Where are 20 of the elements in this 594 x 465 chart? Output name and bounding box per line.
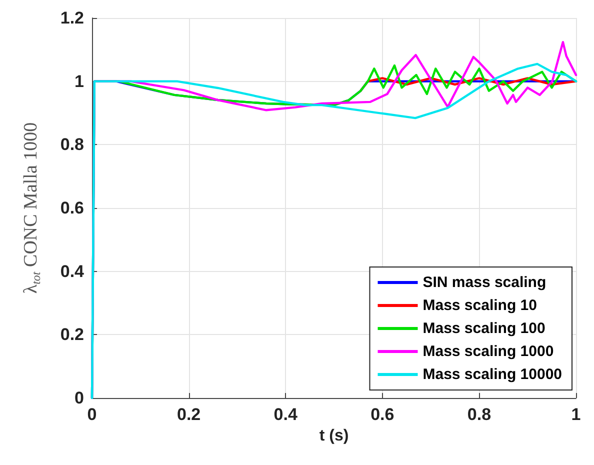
legend-label: Mass scaling 100	[422, 320, 546, 337]
x-tick-label: 0.2	[176, 405, 201, 424]
legend-label: Mass scaling 10	[422, 297, 537, 314]
y-tick-label: 0	[74, 388, 84, 408]
y-tick-label: 0.6	[60, 198, 84, 218]
legend-label: Mass scaling 1000	[422, 343, 554, 360]
x-axis-title: t (s)	[319, 428, 349, 444]
y-tick-label: 0.2	[60, 325, 84, 344]
x-tick-label: 0	[87, 405, 97, 424]
y-tick-label: 0.4	[60, 262, 85, 281]
x-tick-label: 1	[571, 405, 581, 424]
x-tick-label: 0.8	[467, 405, 492, 424]
x-tick-label: 0.4	[274, 405, 298, 424]
y-axis-title: λtot CONC Malla 1000	[20, 122, 43, 294]
y-tick-label: 1	[74, 72, 84, 91]
y-tick-label: 0.8	[60, 135, 84, 154]
x-tick-label: 0.6	[370, 405, 394, 424]
y-tick-label: 1.2	[60, 8, 84, 28]
legend-label: Mass scaling 10000	[422, 366, 562, 383]
legend-label: SIN mass scaling	[422, 274, 546, 291]
